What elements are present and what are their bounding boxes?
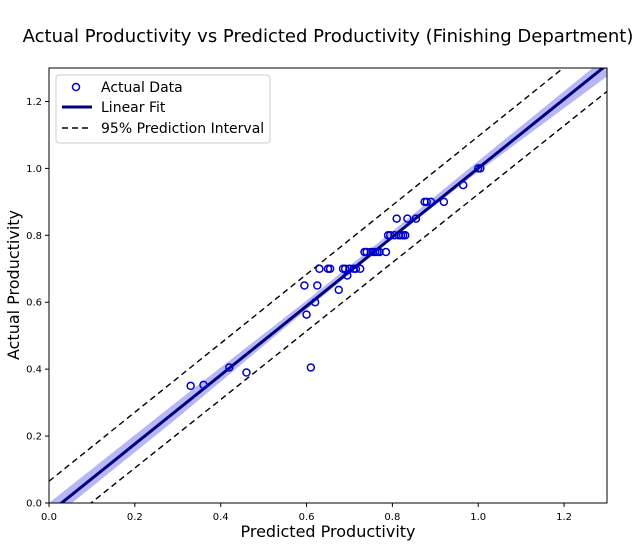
data-point: [403, 214, 412, 223]
y-axis-ticks: 0.0 0.2 0.4 0.6 0.8 1.0 1.2: [26, 97, 49, 510]
legend: Actual Data Linear Fit 95% Prediction In…: [55, 74, 271, 144]
y-tick-label: 0.4: [26, 365, 42, 376]
y-tick-label: 1.2: [26, 97, 42, 108]
legend-label-prediction-interval: 95% Prediction Interval: [101, 121, 264, 137]
x-tick-label: 0.4: [213, 512, 229, 523]
data-point: [458, 180, 468, 190]
data-point: [385, 231, 395, 240]
data-point: [242, 368, 251, 377]
x-tick-label: 0.0: [41, 512, 57, 523]
data-point: [315, 264, 324, 274]
y-tick-label: 0.0: [26, 499, 42, 510]
y-tick-label: 0.2: [26, 432, 42, 443]
data-point: [300, 281, 309, 290]
plot-area: [49, 68, 607, 503]
legend-box: [55, 74, 271, 144]
data-point: [225, 363, 234, 372]
data-point: [381, 247, 391, 257]
data-point: [392, 214, 401, 223]
data-point: [476, 164, 485, 173]
y-tick-label: 1.0: [26, 164, 42, 175]
x-axis-ticks: 0.0 0.2 0.4 0.6 0.8 1.0 1.2: [41, 503, 572, 523]
data-point: [439, 197, 449, 207]
data-points: [186, 164, 485, 391]
prediction-interval-lower: [89, 90, 607, 503]
x-tick-label: 1.2: [556, 512, 572, 523]
plot-frame: [48, 67, 608, 504]
y-tick-label: 0.8: [26, 231, 42, 242]
legend-label-actual-data: Actual Data: [101, 80, 183, 96]
data-point: [186, 381, 195, 391]
data-point: [199, 380, 208, 390]
data-point: [422, 197, 431, 207]
legend-label-linear-fit: Linear Fit: [101, 100, 166, 116]
x-tick-label: 0.6: [299, 512, 315, 523]
data-point: [401, 231, 410, 240]
data-point: [411, 214, 421, 223]
x-tick-label: 0.8: [384, 512, 400, 523]
y-axis-label: Actual Productivity: [4, 210, 23, 360]
x-tick-label: 0.2: [127, 512, 143, 523]
data-point: [351, 264, 361, 274]
linear-fit-line: [59, 68, 606, 503]
data-point: [334, 285, 343, 295]
data-point: [302, 310, 311, 319]
data-point: [426, 197, 436, 207]
data-point: [310, 297, 320, 307]
data-point: [355, 264, 365, 274]
data-point: [325, 264, 335, 274]
legend-marker-actual-data: [71, 82, 81, 92]
x-tick-label: 1.0: [470, 512, 486, 523]
x-axis-label: Predicted Productivity: [240, 522, 415, 541]
y-tick-label: 0.6: [26, 298, 42, 309]
chart-title: Actual Productivity vs Predicted Product…: [23, 26, 634, 47]
data-point: [313, 281, 322, 290]
data-point: [306, 363, 316, 372]
